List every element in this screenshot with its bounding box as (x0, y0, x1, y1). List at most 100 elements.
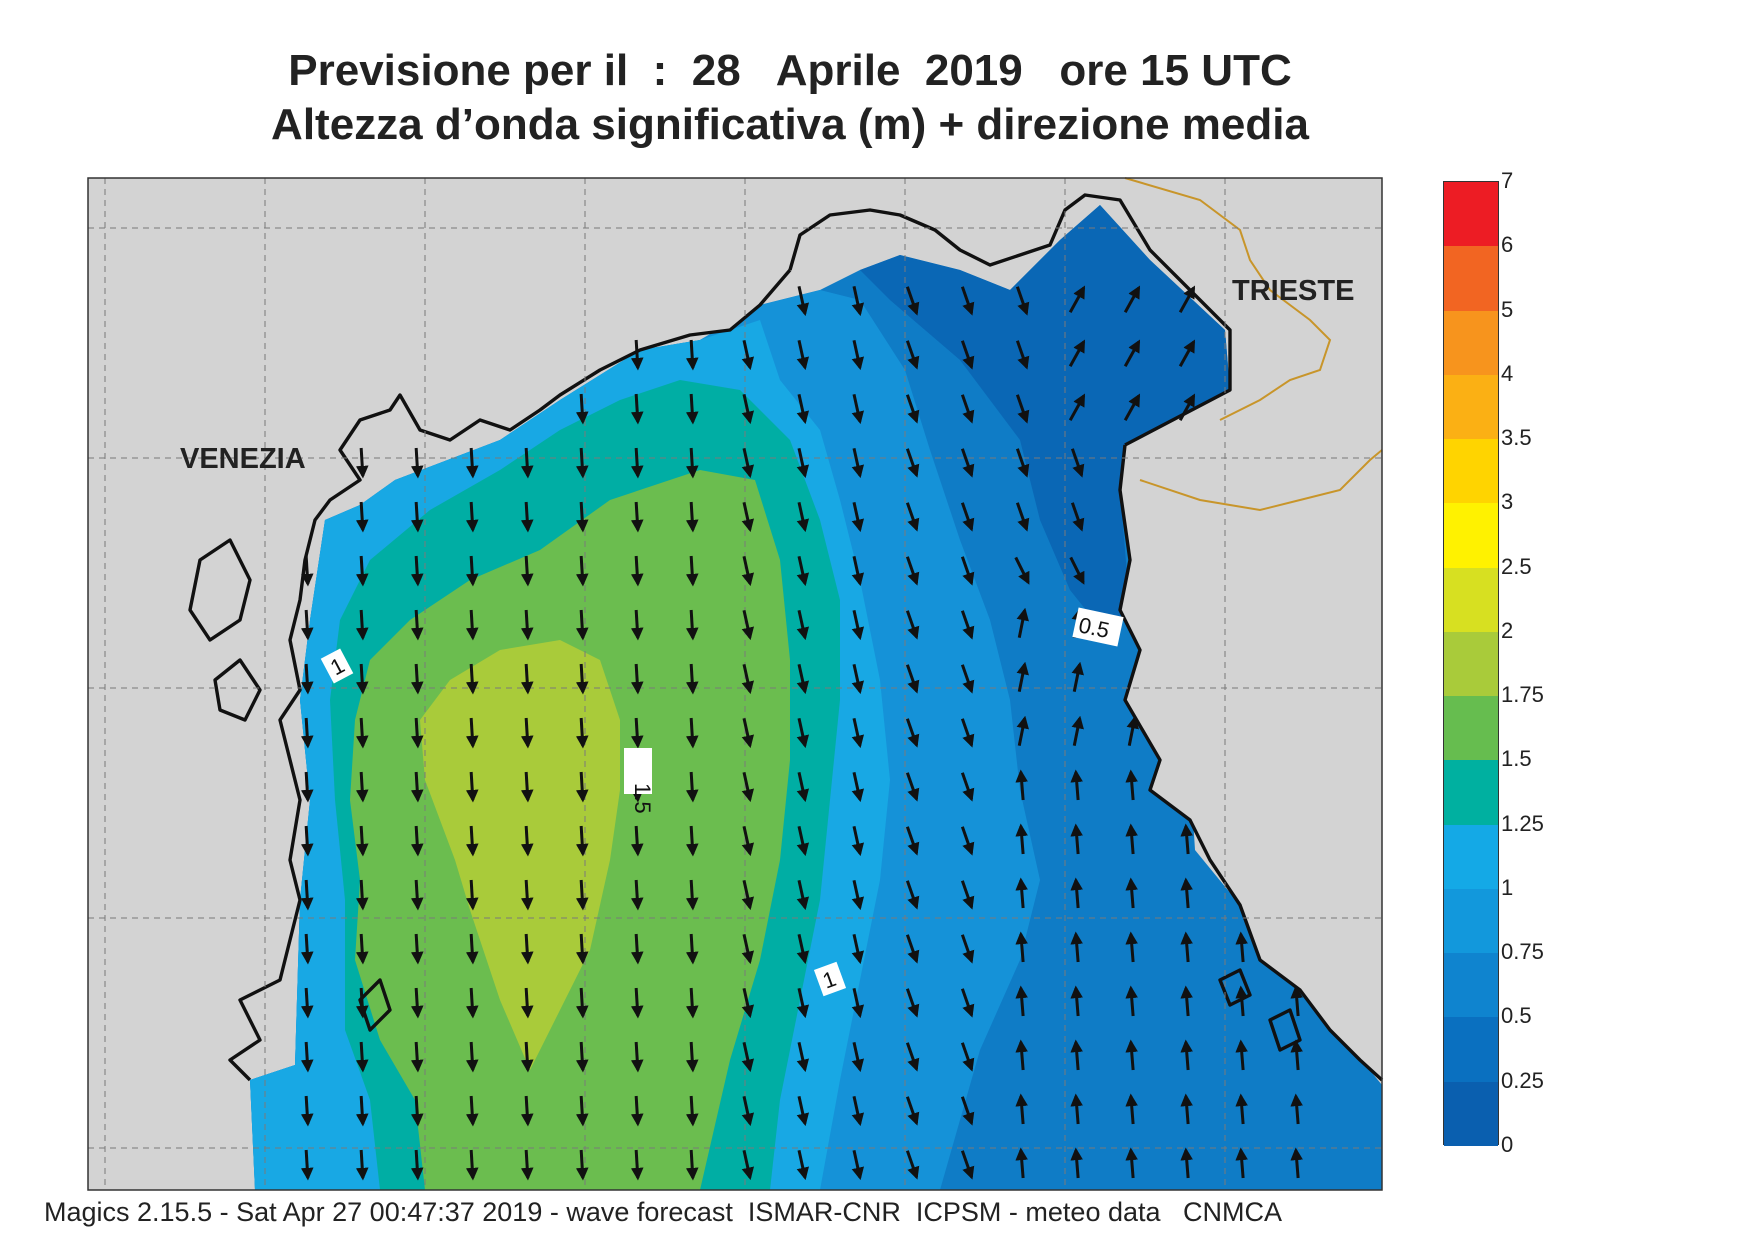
wave-direction-arrow (796, 394, 809, 425)
wave-direction-arrow (630, 1149, 644, 1181)
wave-direction-arrow (355, 1095, 369, 1127)
wave-direction-arrow (465, 1095, 479, 1127)
contour-label-1-west: 1 (320, 648, 354, 684)
wave-direction-arrow (520, 987, 534, 1019)
wave-direction-arrow (575, 717, 589, 749)
wave-direction-arrow (630, 717, 644, 749)
wave-direction-arrow (685, 339, 699, 371)
wave-direction-arrow (1125, 985, 1138, 1017)
wave-direction-arrow (355, 771, 369, 803)
wave-direction-arrow (410, 987, 424, 1019)
wave-direction-arrow (465, 933, 479, 965)
wave-direction-arrow (685, 717, 699, 749)
wave-direction-arrow (1123, 285, 1141, 313)
wave-direction-arrow (410, 1095, 424, 1127)
wave-direction-arrow (1016, 661, 1029, 693)
wave-direction-arrow (685, 663, 699, 695)
wave-direction-arrow (355, 447, 369, 479)
wave-direction-arrow (1125, 1093, 1138, 1125)
wave-direction-arrow (300, 609, 314, 641)
wave-direction-arrow (410, 447, 424, 479)
wave-direction-arrow (1180, 877, 1193, 909)
wave-direction-arrow (851, 988, 864, 1019)
colorbar-bin (1444, 696, 1498, 761)
map-title: Previsione per il : 28 Aprile 2019 ore 1… (288, 46, 1292, 95)
wave-direction-arrow (465, 987, 479, 1019)
wave-direction-arrow (1015, 769, 1028, 801)
wave-direction-arrow (410, 825, 424, 857)
wave-direction-arrow (960, 934, 975, 964)
wave-direction-arrow (741, 934, 754, 965)
colorbar-bin (1444, 374, 1498, 440)
wave-direction-arrow (1070, 931, 1083, 963)
wave-direction-arrow (1178, 285, 1196, 313)
city-label-venezia: VENEZIA (180, 443, 306, 475)
wave-direction-arrow (520, 771, 534, 803)
wave-direction-arrow (1180, 1039, 1193, 1071)
wave-direction-arrow (741, 502, 754, 533)
wave-direction-arrow (851, 1042, 864, 1073)
croatia-land (1120, 390, 1382, 1080)
wave-direction-arrow (465, 717, 479, 749)
wave-direction-arrow (1178, 393, 1196, 421)
sea-zone-0.25 (860, 205, 1230, 640)
wave-direction-arrow (630, 1041, 644, 1073)
wave-direction-arrow (1125, 877, 1138, 909)
wave-direction-arrow (741, 826, 754, 857)
colorbar-tick-label: 0.25 (1501, 1067, 1544, 1093)
wave-direction-arrow (685, 933, 699, 965)
wave-direction-arrow (1069, 556, 1085, 585)
colorbar-tick-label: 0.75 (1501, 939, 1544, 965)
wave-direction-arrow (685, 609, 699, 641)
wave-direction-arrow (1290, 985, 1303, 1017)
wave-direction-arrow (685, 825, 699, 857)
wave-direction-arrow (630, 447, 644, 479)
wave-direction-arrow (520, 825, 534, 857)
wave-direction-arrow (300, 933, 314, 965)
colorbar-bin (1444, 567, 1498, 632)
wave-direction-arrow (575, 1095, 589, 1127)
wave-direction-arrow (630, 1095, 644, 1127)
wave-direction-arrow (905, 1096, 920, 1126)
wave-direction-arrow (796, 448, 809, 479)
wave-direction-arrow (960, 394, 975, 424)
wave-direction-arrow (1070, 448, 1085, 478)
wave-direction-arrow (1180, 931, 1193, 963)
wave-direction-arrow (851, 934, 864, 965)
wave-direction-arrow (796, 1150, 809, 1181)
wave-direction-arrow (575, 771, 589, 803)
wave-direction-arrow (685, 771, 699, 803)
wave-direction-arrow (575, 447, 589, 479)
wave-direction-arrow (960, 772, 975, 802)
wave-direction-arrow (630, 393, 644, 425)
wave-direction-arrow (355, 987, 369, 1019)
wave-direction-arrow (300, 879, 314, 911)
wave-direction-arrow (851, 448, 864, 479)
wave-direction-arrow (851, 502, 864, 533)
wave-direction-arrow (575, 555, 589, 587)
colorbar-bin (1444, 1017, 1498, 1082)
wave-direction-arrow (741, 718, 754, 749)
colorbar-bin (1444, 760, 1498, 825)
wave-direction-arrow (520, 1041, 534, 1073)
wave-direction-arrow (851, 286, 864, 317)
wave-direction-arrow (630, 879, 644, 911)
wave-direction-arrow (1235, 931, 1248, 963)
wave-direction-arrow (1235, 1093, 1248, 1125)
wave-direction-arrow (1123, 393, 1141, 421)
wave-direction-arrow (685, 1149, 699, 1181)
wave-direction-arrow (1180, 1093, 1193, 1125)
wave-direction-arrow (1235, 1147, 1248, 1179)
colorbar-bin (1444, 310, 1498, 375)
wave-direction-arrow (630, 555, 644, 587)
colorbar-tick-label: 2.5 (1501, 553, 1532, 579)
wave-direction-arrow (465, 879, 479, 911)
wave-direction-arrow (1123, 339, 1141, 367)
wave-direction-arrow (1068, 339, 1086, 367)
wave-direction-arrow (905, 664, 920, 694)
wave-direction-arrow (796, 772, 809, 803)
wave-direction-arrow (685, 501, 699, 533)
wave-direction-arrow (796, 880, 809, 911)
wave-direction-arrow (851, 1150, 864, 1181)
wave-direction-arrow (905, 880, 920, 910)
